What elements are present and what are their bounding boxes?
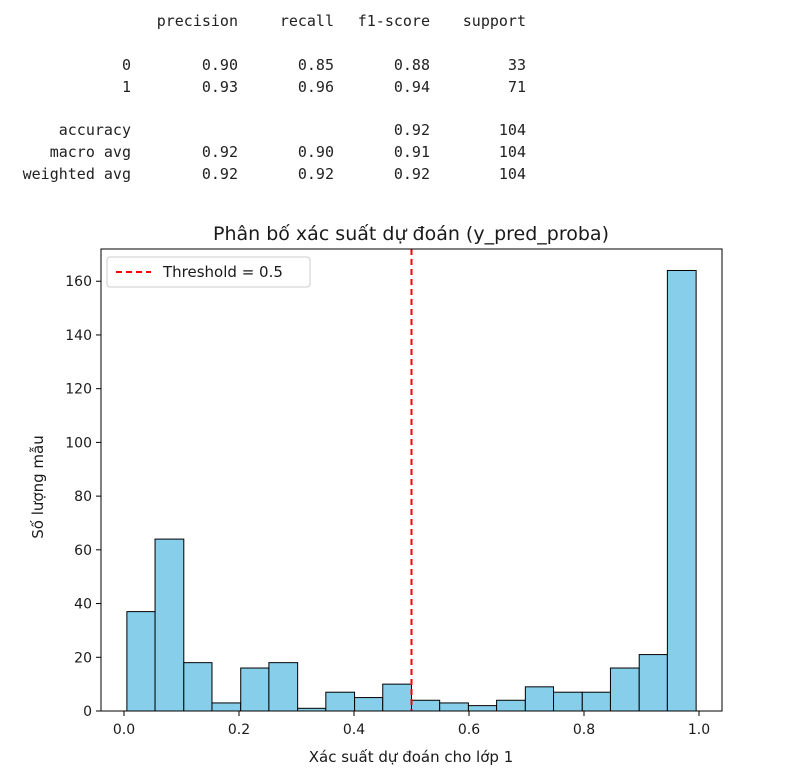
x-tick-label: 1.0	[688, 722, 710, 738]
histogram-bar	[609, 667, 640, 712]
histogram-bar	[439, 702, 469, 712]
report-header-recall: recall	[279, 12, 334, 30]
plot-frame	[100, 248, 723, 712]
report-cell-f1: 0.94	[393, 78, 430, 96]
histogram-bar	[211, 702, 242, 712]
report-cell-precision: 0.93	[201, 78, 238, 96]
legend-box	[106, 256, 311, 288]
report-cell-support: 104	[498, 165, 526, 183]
y-axis-label: Số lượng mẫu	[29, 435, 47, 538]
report-header-precision: precision	[156, 12, 238, 30]
histogram-bar	[126, 611, 156, 712]
y-tick-label: 100	[65, 435, 92, 451]
x-tick-label: 0.4	[343, 722, 365, 738]
histogram-bar	[382, 683, 412, 712]
report-cell-f1: 0.92	[393, 165, 430, 183]
histogram-bar	[467, 705, 498, 712]
histogram-bar	[666, 269, 697, 712]
report-cell-support: 104	[498, 143, 526, 161]
report-row-label: 1	[121, 78, 131, 96]
report-cell-precision: 0.92	[201, 143, 238, 161]
histogram-bar	[240, 667, 270, 712]
histogram-bar	[354, 697, 384, 712]
report-row-label: accuracy	[58, 121, 131, 139]
report-cell-support: 71	[507, 78, 526, 96]
histogram-bar	[154, 538, 185, 712]
histogram-bar	[411, 699, 441, 712]
report-row-label: macro avg	[49, 143, 131, 161]
histogram-bars	[126, 269, 697, 712]
report-cell-recall: 0.96	[297, 78, 334, 96]
y-tick-label: 0	[83, 704, 92, 720]
report-cell-recall: 0.85	[297, 56, 334, 74]
report-cell-recall: 0.92	[297, 165, 334, 183]
chart-title: Phân bố xác suất dự đoán (y_pred_proba)	[213, 223, 609, 245]
report-header-f1-score: f1-score	[357, 12, 430, 30]
axes: 0.0 0.2 0.4 0.6 0.8 1.0 0 20 40 60 80 100 120 140 160	[65, 248, 723, 738]
histogram-bar	[496, 699, 526, 712]
histogram-bar	[524, 686, 555, 712]
report-row-label: weighted avg	[22, 165, 131, 183]
report-cell-f1: 0.88	[393, 56, 430, 74]
report-cell-precision: 0.92	[201, 165, 238, 183]
histogram-bar	[183, 662, 213, 712]
report-cell-support: 104	[498, 121, 526, 139]
probability-histogram-chart: Phân bố xác suất dự đoán (y_pred_proba) …	[29, 223, 723, 766]
histogram-bar	[638, 654, 668, 712]
y-tick-label: 140	[65, 328, 92, 344]
report-row-label: 0	[121, 56, 131, 74]
x-axis-label: Xác suất dự đoán cho lớp 1	[309, 748, 514, 766]
report-cell-recall: 0.90	[297, 143, 334, 161]
histogram-bar	[268, 662, 299, 712]
y-tick-label: 40	[74, 597, 92, 613]
y-tick-label: 80	[74, 489, 92, 505]
y-tick-label: 160	[65, 274, 92, 290]
report-header-support: support	[462, 12, 526, 30]
x-tick-label: 0.8	[573, 722, 595, 738]
legend-threshold-label: Threshold = 0.5	[162, 263, 283, 281]
y-tick-label: 60	[74, 543, 92, 559]
x-tick-label: 0.2	[228, 722, 250, 738]
histogram-bar	[581, 691, 611, 712]
y-tick-label: 120	[65, 382, 92, 398]
histogram-bar	[553, 691, 583, 712]
classification-report: precision recall f1-score support 0 0.90 0.85 0…	[0, 0, 796, 200]
report-cell-support: 33	[507, 56, 526, 74]
histogram-bar	[325, 691, 356, 712]
x-tick-label: 0.0	[113, 722, 135, 738]
x-tick-label: 0.6	[458, 722, 480, 738]
report-cell-precision: 0.90	[201, 56, 238, 74]
report-cell-f1: 0.92	[393, 121, 430, 139]
y-tick-label: 20	[74, 650, 92, 666]
legend: Threshold = 0.5	[106, 256, 311, 288]
report-cell-f1: 0.91	[393, 143, 430, 161]
